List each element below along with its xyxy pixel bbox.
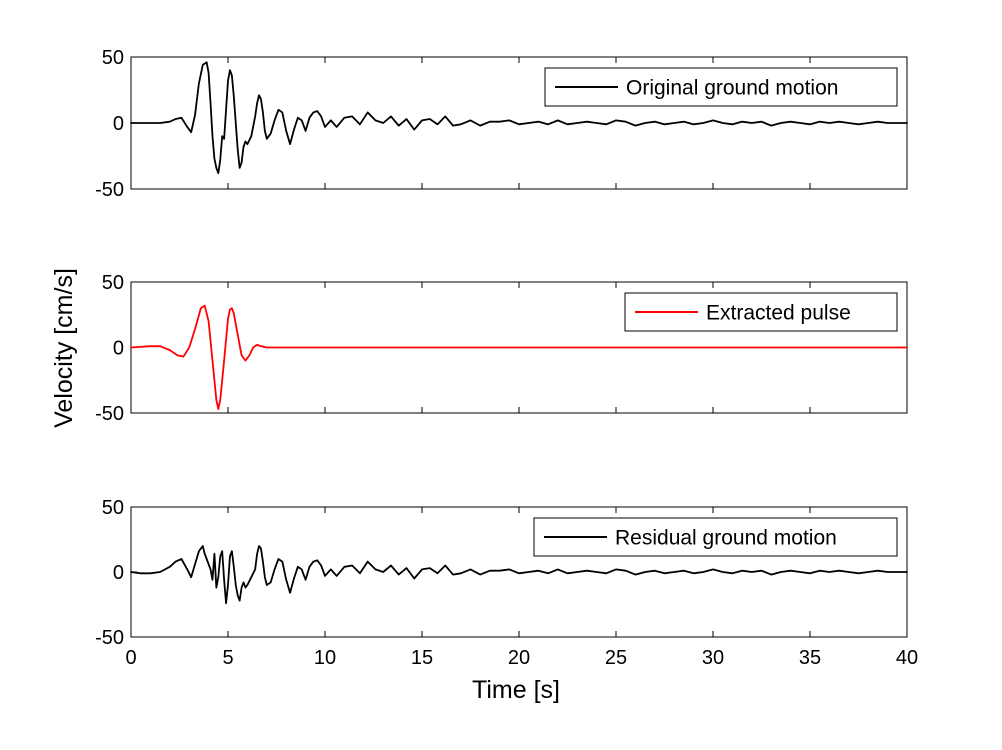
legend-label: Original ground motion	[626, 77, 838, 100]
subplot-middle: -50 0 50 Extracted pulse	[95, 272, 908, 425]
y-tick-label: 0	[113, 338, 124, 360]
series-line	[130, 61, 908, 175]
x-tick-label: 20	[508, 647, 530, 669]
series-line	[130, 545, 908, 605]
legend: Original ground motion	[544, 67, 898, 107]
y-tick-label: 0	[113, 113, 124, 135]
y-tick-label: -50	[95, 179, 124, 201]
y-tick-label: 0	[113, 562, 124, 584]
y-axis-label: Velocity [cm/s]	[50, 268, 78, 428]
y-tick-label: -50	[95, 403, 124, 425]
x-tick-label: 0	[125, 647, 136, 669]
x-tick-label: 15	[411, 647, 433, 669]
x-tick-label: 10	[314, 647, 336, 669]
subplot-top: -50 0 50 Original ground motion	[95, 47, 908, 201]
legend-label: Residual ground motion	[615, 527, 837, 550]
y-tick-label: -50	[95, 627, 124, 649]
x-axis-label: Time [s]	[472, 676, 560, 704]
legend: Residual ground motion	[533, 517, 898, 557]
series-line	[130, 304, 908, 410]
legend-label: Extracted pulse	[706, 302, 851, 325]
legend: Extracted pulse	[624, 292, 898, 332]
x-tick-label: 5	[222, 647, 233, 669]
y-tick-label: 50	[102, 272, 124, 294]
legend-box	[624, 292, 898, 332]
x-tick-label: 30	[702, 647, 724, 669]
x-tick-label: 25	[605, 647, 627, 669]
x-tick-label: 35	[799, 647, 821, 669]
y-tick-label: 50	[102, 497, 124, 519]
y-tick-label: 50	[102, 47, 124, 69]
x-tick-label: 40	[896, 647, 918, 669]
